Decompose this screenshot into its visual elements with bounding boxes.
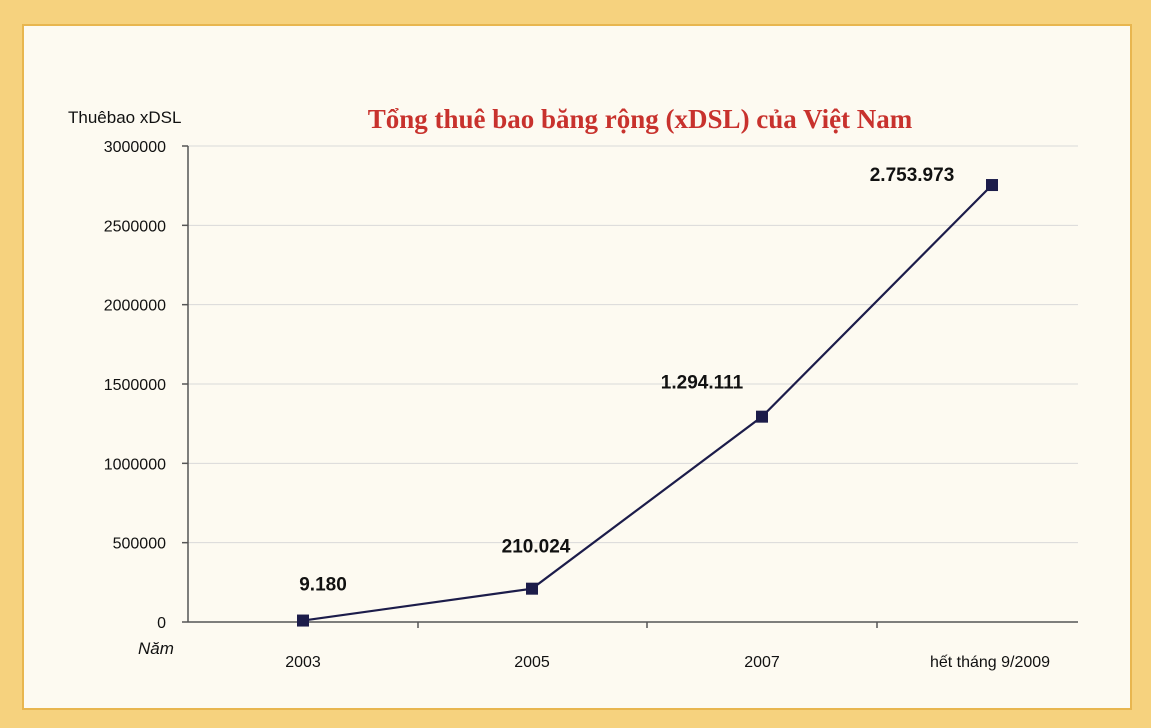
data-label-3: 2.753.973	[870, 165, 955, 186]
data-labels: 9.180 210.024 1.294.111 2.753.973	[299, 165, 954, 596]
chart-title: Tổng thuê bao băng rộng (xDSL) của Việt …	[368, 104, 913, 134]
data-label-1: 210.024	[502, 537, 571, 558]
axes	[182, 145, 1078, 628]
x-tick-labels: 2003 2005 2007 hết tháng 9/2009	[285, 654, 1050, 671]
series-line	[302, 184, 993, 622]
data-label-0: 9.180	[299, 575, 347, 596]
data-point-3	[986, 179, 998, 192]
x-tick-label-0: 2003	[285, 654, 321, 671]
x-tick-label-3: hết tháng 9/2009	[930, 654, 1050, 671]
y-tick-labels: 0 500000 1000000 1500000 2000000 2500000 30000…	[104, 139, 166, 632]
y-axis-label: Thuêbao xDSL	[68, 108, 181, 127]
y-tick-label-3: 1500000	[104, 377, 166, 394]
gridlines	[188, 145, 1078, 544]
chart-panel	[22, 24, 1132, 710]
y-tick-label-1: 500000	[113, 536, 166, 553]
series	[297, 179, 998, 627]
y-tick-label-6: 3000000	[104, 139, 166, 156]
x-axis-label: Năm	[138, 639, 174, 658]
data-point-0	[297, 614, 309, 627]
y-tick-label-5: 2500000	[104, 218, 166, 235]
y-tick-label-2: 1000000	[104, 456, 166, 473]
data-label-2: 1.294.111	[661, 373, 744, 394]
y-tick-label-4: 2000000	[104, 298, 166, 315]
data-point-1	[526, 582, 538, 595]
y-tick-label-0: 0	[157, 615, 166, 632]
data-point-2	[756, 410, 768, 423]
x-tick-label-2: 2007	[744, 654, 780, 671]
x-tick-label-1: 2005	[514, 654, 550, 671]
